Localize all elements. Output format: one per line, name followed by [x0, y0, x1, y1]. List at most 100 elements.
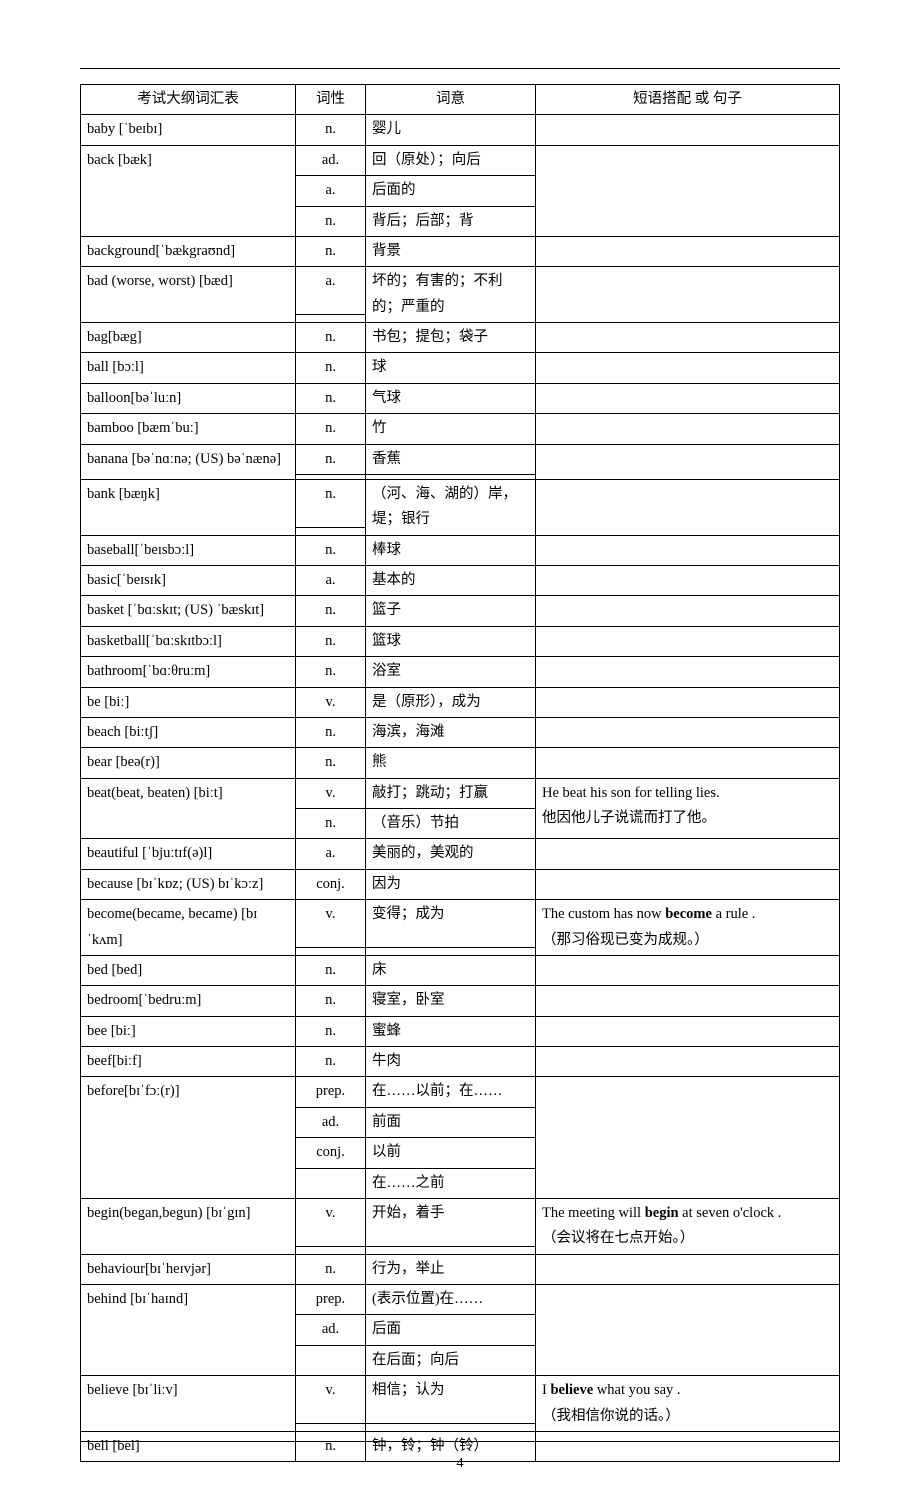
- pos-cell: n.: [296, 353, 366, 383]
- pos-cell: prep.: [296, 1077, 366, 1107]
- pos-cell: [296, 1423, 366, 1431]
- meaning-cell: 婴儿: [366, 115, 536, 145]
- meaning-cell: 基本的: [366, 566, 536, 596]
- table-row: be [biː]v.是（原形），成为: [81, 687, 840, 717]
- meaning-cell: 回（原处）；向后: [366, 145, 536, 175]
- pos-cell: v.: [296, 687, 366, 717]
- pos-cell: n.: [296, 535, 366, 565]
- table-row: bad (worse, worst) [bæd]a.坏的；有害的；不利的；严重的: [81, 267, 840, 315]
- meaning-cell: 在……之前: [366, 1168, 536, 1198]
- pos-cell: n.: [296, 986, 366, 1016]
- pos-cell: [296, 315, 366, 323]
- word-cell: baby [ˈbeɪbɪ]: [81, 115, 296, 145]
- phrase-cell: [536, 1254, 840, 1284]
- pos-cell: n.: [296, 596, 366, 626]
- col-header-word: 考试大纲词汇表: [81, 85, 296, 115]
- table-row: baseball[ˈbeɪsbɔːl]n.棒球: [81, 535, 840, 565]
- header-rule: [80, 68, 840, 69]
- pos-cell: n.: [296, 717, 366, 747]
- phrase-cell: I believe what you say .（我相信你说的话。）: [536, 1376, 840, 1432]
- pos-cell: n.: [296, 1254, 366, 1284]
- pos-cell: [296, 527, 366, 535]
- meaning-cell: 行为，举止: [366, 1254, 536, 1284]
- pos-cell: n.: [296, 383, 366, 413]
- pos-cell: n.: [296, 955, 366, 985]
- pos-cell: ad.: [296, 145, 366, 175]
- table-row: behind [bɪˈhaɪnd]prep.(表示位置)在……: [81, 1285, 840, 1315]
- phrase-cell: [536, 535, 840, 565]
- meaning-cell: 篮球: [366, 626, 536, 656]
- pos-cell: conj.: [296, 869, 366, 899]
- word-cell: bear [beə(r)]: [81, 748, 296, 778]
- col-header-meaning: 词意: [366, 85, 536, 115]
- phrase-cell: [536, 353, 840, 383]
- pos-cell: ad.: [296, 1107, 366, 1137]
- word-cell: bamboo [bæmˈbuː]: [81, 414, 296, 444]
- table-row: background[ˈbækgraʊnd]n.背景: [81, 236, 840, 266]
- meaning-cell: 香蕉: [366, 444, 536, 474]
- word-cell: because [bɪˈkɒz; (US) bɪˈkɔːz]: [81, 869, 296, 899]
- phrase-cell: [536, 596, 840, 626]
- meaning-cell: 书包；提包；袋子: [366, 323, 536, 353]
- table-row: begin(began,begun) [bɪˈgɪn]v.开始，着手The me…: [81, 1198, 840, 1246]
- phrase-cell: [536, 1016, 840, 1046]
- phrase-cell: [536, 839, 840, 869]
- phrase-cell: [536, 869, 840, 899]
- table-row: bag[bæg]n.书包；提包；袋子: [81, 323, 840, 353]
- meaning-cell: 寝室，卧室: [366, 986, 536, 1016]
- meaning-cell: 在后面；向后: [366, 1345, 536, 1375]
- meaning-cell: （音乐）节拍: [366, 809, 536, 839]
- table-row: bear [beə(r)]n.熊: [81, 748, 840, 778]
- pos-cell: [296, 1168, 366, 1198]
- meaning-cell: 背后；后部；背: [366, 206, 536, 236]
- table-row: ball [bɔːl]n.球: [81, 353, 840, 383]
- meaning-cell: [366, 1423, 536, 1431]
- pos-cell: n.: [296, 1016, 366, 1046]
- meaning-cell: 棒球: [366, 535, 536, 565]
- meaning-cell: 气球: [366, 383, 536, 413]
- table-row: believe [bɪˈliːv]v.相信；认为I believe what y…: [81, 1376, 840, 1424]
- phrase-cell: [536, 115, 840, 145]
- meaning-cell: 海滨，海滩: [366, 717, 536, 747]
- word-cell: behind [bɪˈhaɪnd]: [81, 1285, 296, 1376]
- word-cell: bee [biː]: [81, 1016, 296, 1046]
- table-row: banana [bəˈnɑːnə; (US) bəˈnænə]n.香蕉: [81, 444, 840, 474]
- word-cell: bedroom[ˈbedruːm]: [81, 986, 296, 1016]
- meaning-cell: 变得；成为: [366, 900, 536, 948]
- pos-cell: a.: [296, 839, 366, 869]
- pos-cell: v.: [296, 778, 366, 808]
- pos-cell: v.: [296, 900, 366, 948]
- word-cell: basket [ˈbɑːskɪt; (US) ˈbæskɪt]: [81, 596, 296, 626]
- phrase-cell: He beat his son for telling lies.他因他儿子说谎…: [536, 778, 840, 839]
- phrase-cell: [536, 1047, 840, 1077]
- pos-cell: n.: [296, 809, 366, 839]
- phrase-cell: The meeting will begin at seven o'clock …: [536, 1198, 840, 1254]
- table-row: become(became, became) [bɪˈkʌm]v.变得；成为Th…: [81, 900, 840, 948]
- meaning-cell: 牛肉: [366, 1047, 536, 1077]
- phrase-cell: [536, 748, 840, 778]
- word-cell: banana [bəˈnɑːnə; (US) bəˈnænə]: [81, 444, 296, 479]
- word-cell: beach [biːtʃ]: [81, 717, 296, 747]
- word-cell: bathroom[ˈbɑːθruːm]: [81, 657, 296, 687]
- word-cell: beat(beat, beaten) [biːt]: [81, 778, 296, 839]
- footer-rule: [80, 1441, 840, 1442]
- meaning-cell: 后面: [366, 1315, 536, 1345]
- table-row: bedroom[ˈbedruːm]n.寝室，卧室: [81, 986, 840, 1016]
- word-cell: become(became, became) [bɪˈkʌm]: [81, 900, 296, 956]
- table-row: before[bɪˈfɔː(r)]prep.在……以前；在……: [81, 1077, 840, 1107]
- table-row: bed [bed]n.床: [81, 955, 840, 985]
- table-row: balloon[bəˈluːn]n.气球: [81, 383, 840, 413]
- phrase-cell: [536, 323, 840, 353]
- meaning-cell: 是（原形），成为: [366, 687, 536, 717]
- vocabulary-table: 考试大纲词汇表 词性 词意 短语搭配 或 句子 baby [ˈbeɪbɪ]n.婴…: [80, 84, 840, 1462]
- table-row: bamboo [bæmˈbuː]n.竹: [81, 414, 840, 444]
- meaning-cell: (表示位置)在……: [366, 1285, 536, 1315]
- phrase-cell: [536, 267, 840, 323]
- word-cell: bed [bed]: [81, 955, 296, 985]
- word-cell: bank [bæŋk]: [81, 479, 296, 535]
- pos-cell: n.: [296, 444, 366, 474]
- word-cell: bag[bæg]: [81, 323, 296, 353]
- word-cell: be [biː]: [81, 687, 296, 717]
- word-cell: believe [bɪˈliːv]: [81, 1376, 296, 1432]
- meaning-cell: 美丽的，美观的: [366, 839, 536, 869]
